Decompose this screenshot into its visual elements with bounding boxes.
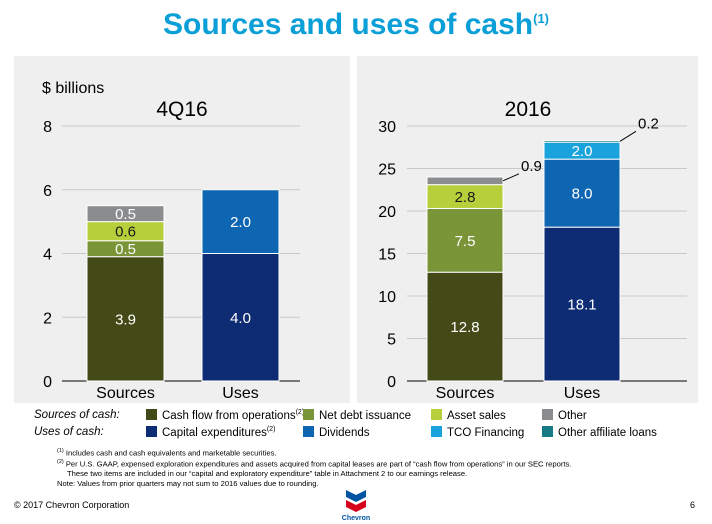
legend-item-capital-expenditures: Capital expenditures(2) (146, 426, 275, 439)
data-label: 4.0 (230, 310, 251, 327)
chart-title: 2016 (505, 98, 552, 121)
bar-segment (426, 176, 504, 186)
legend-uses-label: Uses of cash: (34, 426, 104, 438)
y-tick-label: 8 (43, 119, 52, 136)
footnote-mark: (1) (57, 448, 64, 454)
x-category-label: Uses (564, 385, 600, 402)
legend-label: Dividends (319, 427, 370, 439)
page-title-text: Sources and uses of cash (162, 8, 534, 41)
y-tick-label: 15 (378, 247, 396, 264)
legend-item-other-affiliate-loans: Other affiliate loans (542, 426, 657, 439)
data-label: 0.2 (638, 115, 659, 132)
data-label: 2.0 (572, 143, 593, 160)
footnote-text: Includes cash and cash equivalents and m… (65, 448, 277, 458)
legend-item-cash-flow-from-operations: Cash flow from operations(2) (146, 409, 304, 422)
chart-title: 4Q16 (156, 98, 207, 121)
data-label-leader (619, 130, 637, 142)
legend-item-asset-sales: Asset sales (431, 409, 506, 422)
legend-swatch (431, 409, 442, 420)
bar-segment (543, 139, 621, 143)
data-label: 2.0 (230, 214, 251, 231)
bar-segment (426, 207, 504, 273)
y-tick-label: 30 (378, 119, 396, 136)
chevron-logo: Chevron (342, 490, 370, 522)
bar-segment (201, 189, 280, 254)
legend-item-dividends: Dividends (303, 426, 370, 439)
data-label: 3.9 (115, 311, 136, 328)
legend-label: Other (558, 410, 587, 422)
legend-label: Other affiliate loans (558, 427, 657, 439)
logo-text: Chevron (342, 515, 370, 522)
footnote-2: (2) Per U.S. GAAP, expensed exploration … (57, 458, 677, 469)
footnote-note: Note: Values from prior quarters may not… (57, 479, 677, 489)
data-label-leader (502, 173, 520, 182)
footnote-2-continued: These two items are included in our “cap… (57, 469, 677, 479)
legend-item-other: Other (542, 409, 587, 422)
legend: Sources of cash: Uses of cash: Cash flow… (0, 406, 712, 444)
data-label: 12.8 (450, 319, 479, 336)
legend-swatch (146, 409, 157, 420)
footnote-text: Note: Values from prior quarters may not… (57, 478, 319, 488)
y-tick-label: 25 (378, 162, 396, 179)
legend-label: Capital expenditures (162, 427, 267, 439)
data-label: 2.8 (455, 189, 476, 206)
bar-segment (86, 256, 165, 382)
data-label: 0.5 (115, 241, 136, 258)
y-tick-label: 0 (387, 374, 396, 391)
legend-label: Cash flow from operations (162, 410, 296, 422)
legend-swatch (431, 426, 442, 437)
footnote-mark: (2) (57, 459, 64, 466)
logo-chevron-bottom-icon (346, 500, 366, 512)
copyright: © 2017 Chevron Corporation (14, 500, 130, 510)
data-label: 7.5 (455, 233, 476, 250)
data-label: 18.1 (567, 297, 596, 314)
legend-item-net-debt-issuance: Net debt issuance (303, 409, 411, 422)
legend-swatch (303, 409, 314, 420)
page-title: Sources and uses of cash(1) (0, 8, 712, 42)
x-category-label: Sources (436, 385, 495, 402)
data-label: 0.6 (115, 224, 136, 241)
charts-area: $ billions 0 2 4 6 8 4Q16 3.9 0.50.60.5 Sources 4… (42, 80, 687, 402)
footnotes: (1) Includes cash and cash equivalents a… (57, 447, 677, 488)
chart-panel-4q16 (14, 56, 350, 403)
y-tick-label: 0 (43, 374, 52, 391)
x-category-label: Uses (222, 385, 258, 402)
legend-swatch (542, 426, 553, 437)
data-label: 8.0 (572, 186, 593, 203)
y-tick-label: 4 (43, 247, 52, 264)
footnote-text: These two items are included in our “cap… (67, 469, 468, 479)
x-category-label: Sources (96, 385, 155, 402)
bar-segment (86, 205, 165, 223)
y-tick-label: 5 (387, 332, 396, 349)
page-number: 6 (690, 500, 696, 510)
data-label: 0.5 (115, 206, 136, 223)
legend-sources-label: Sources of cash: (34, 409, 120, 421)
bar-segment (201, 253, 280, 382)
bar-segment (426, 271, 504, 382)
logo-chevron-top-icon (346, 490, 366, 502)
y-tick-label: 10 (378, 289, 396, 306)
y-tick-label: 2 (43, 310, 52, 327)
legend-label: Net debt issuance (319, 410, 412, 422)
footnote-1: (1) Includes cash and cash equivalents a… (57, 447, 677, 458)
legend-footnote-mark: (2) (266, 426, 276, 434)
data-label: 0.9 (521, 158, 542, 175)
footnote-text: Per U.S. GAAP, expensed exploration expe… (65, 459, 572, 469)
legend-item-tco-financing: TCO Financing (431, 426, 524, 439)
title-footnote-mark: (1) (533, 11, 550, 26)
legend-footnote-mark: (2) (295, 409, 305, 417)
chart-panel-2016 (357, 56, 698, 403)
y-tick-label: 20 (378, 204, 396, 221)
legend-label: Asset sales (447, 410, 506, 422)
legend-swatch (146, 426, 157, 437)
y-tick-label: 6 (43, 183, 52, 200)
bar-segment (543, 158, 621, 228)
legend-swatch (303, 426, 314, 437)
legend-swatch (542, 409, 553, 420)
legend-label: TCO Financing (447, 427, 525, 439)
y-unit-label: $ billions (42, 80, 104, 97)
